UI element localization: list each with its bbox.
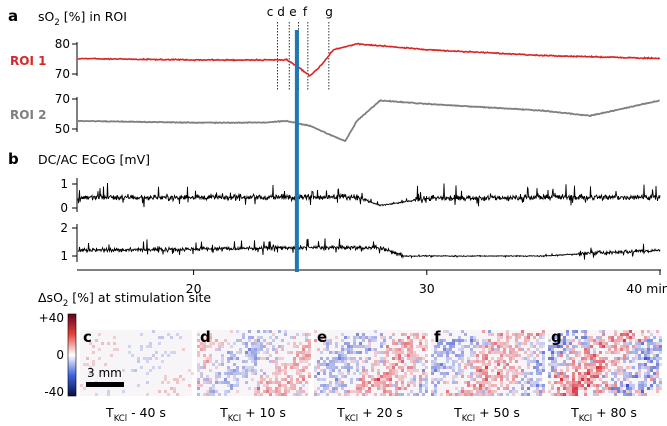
map-letter-f: f (434, 328, 441, 346)
panel-a-title: sO2 [%] in ROI (38, 9, 127, 28)
scalebar (86, 382, 124, 387)
map-caption-e: TKCl + 20 s (336, 405, 403, 424)
x-tick-label: 40 min (626, 281, 667, 296)
roi1-ytick-80: 80 (55, 37, 70, 51)
roi2-trace (78, 99, 660, 142)
ecog2-ytick-2: 2 (60, 221, 68, 235)
cbar-tick-plus40: +40 (39, 311, 64, 325)
panel-a-letter: a (8, 7, 18, 25)
ecog1-ytick-1: 1 (60, 177, 68, 191)
maps-title: ΔsO2 [%] at stimulation site (38, 290, 211, 309)
roi1-label: ROI 1 (10, 54, 46, 68)
map-panel-e: e TKCl + 20 s (314, 328, 428, 424)
roi2-ytick-50: 50 (55, 122, 70, 136)
ecog2-trace (77, 238, 661, 260)
map-caption-d: TKCl + 10 s (219, 405, 286, 424)
x-tick-label: 30 (419, 281, 435, 296)
cbar-tick-minus40: -40 (44, 385, 64, 399)
colorbar (67, 313, 77, 397)
map-caption-g: TKCl + 80 s (570, 405, 637, 424)
panel-b-letter: b (8, 150, 19, 168)
time-x-ticks: 20 30 40 min (186, 270, 667, 296)
map-letter-e: e (317, 328, 327, 346)
marker-label-f: f (303, 5, 308, 19)
panel-b-title: DC/AC ECoG [mV] (38, 152, 150, 167)
map-panel-f: f TKCl + 50 s (431, 328, 545, 424)
roi1-ytick-70: 70 (55, 67, 70, 81)
map-letter-c: c (83, 328, 92, 346)
map-caption-f: TKCl + 50 s (453, 405, 520, 424)
ecog1-ytick-0: 0 (60, 201, 68, 215)
marker-label-c: c (267, 5, 274, 19)
marker-label-g: g (325, 5, 333, 19)
map-caption-c: TKCl - 40 s (105, 405, 166, 424)
map-panel-g: g TKCl + 80 s (548, 328, 662, 424)
scalebar-label: 3 mm (87, 366, 122, 380)
oxygenation-maps: c TKCl - 40 s d TKCl + 10 s e TKCl + 20 s f TKC… (80, 328, 662, 424)
map-panel-d: d TKCl + 10 s (197, 328, 311, 424)
roi2-ytick-70: 70 (55, 92, 70, 106)
ecog1-trace (77, 182, 661, 208)
cbar-tick-0: 0 (56, 348, 64, 362)
map-letter-g: g (551, 328, 562, 346)
roi1-trace (77, 42, 661, 77)
roi2-label: ROI 2 (10, 108, 46, 122)
marker-label-d: d (277, 5, 285, 19)
x-tick-label: 20 (186, 281, 202, 296)
marker-label-e: e (289, 5, 296, 19)
map-letter-d: d (200, 328, 211, 346)
ecog2-ytick-1: 1 (60, 249, 68, 263)
